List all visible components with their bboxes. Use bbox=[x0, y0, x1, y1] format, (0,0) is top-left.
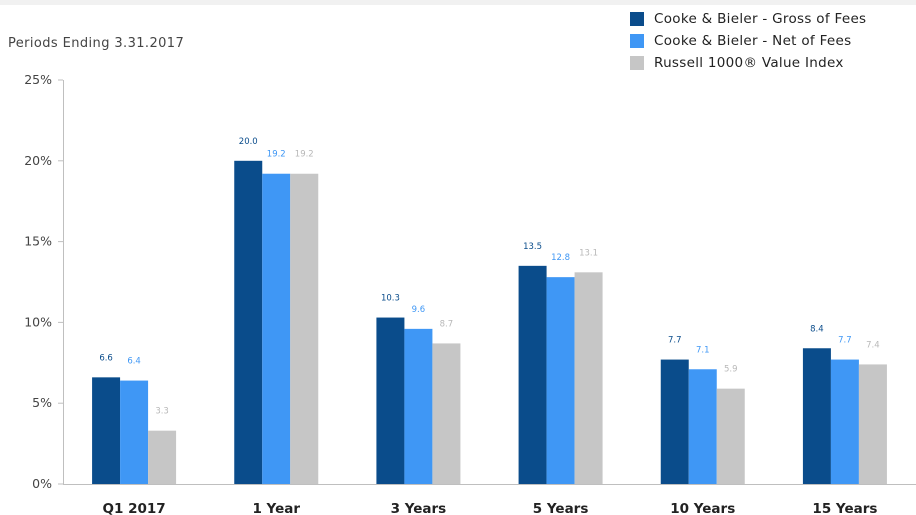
data-label: 13.5 bbox=[523, 242, 542, 252]
x-category-label: 1 Year bbox=[252, 501, 300, 515]
chart-subtitle: Periods Ending 3.31.2017 bbox=[8, 36, 185, 51]
bar bbox=[92, 377, 121, 484]
bar bbox=[234, 160, 263, 485]
x-category-label: 15 Years bbox=[812, 501, 877, 515]
legend-item-net: Cooke & Bieler - Net of Fees bbox=[630, 30, 866, 52]
bar bbox=[432, 343, 461, 484]
data-label: 10.3 bbox=[381, 294, 400, 304]
legend-label-net: Cooke & Bieler - Net of Fees bbox=[654, 33, 852, 49]
data-label: 7.1 bbox=[696, 345, 710, 355]
bar bbox=[262, 173, 291, 484]
data-label: 7.7 bbox=[668, 336, 682, 346]
bar bbox=[546, 277, 575, 484]
bar bbox=[290, 173, 319, 484]
data-label: 13.1 bbox=[579, 248, 598, 258]
x-category-label: 3 Years bbox=[391, 501, 447, 515]
legend-item-gross: Cooke & Bieler - Gross of Fees bbox=[630, 8, 866, 30]
bar bbox=[574, 272, 603, 484]
data-label: 6.6 bbox=[99, 353, 113, 363]
legend-label-gross: Cooke & Bieler - Gross of Fees bbox=[654, 11, 867, 27]
bar bbox=[716, 388, 745, 484]
data-label: 8.7 bbox=[440, 319, 454, 329]
x-category-label: 10 Years bbox=[670, 501, 735, 515]
y-tick-label: 15% bbox=[24, 234, 52, 249]
data-label: 7.4 bbox=[866, 340, 880, 350]
data-label: 5.9 bbox=[724, 365, 738, 375]
data-label: 9.6 bbox=[412, 305, 426, 315]
legend-swatch-net bbox=[630, 34, 644, 48]
bar bbox=[802, 348, 831, 484]
x-category-label: 5 Years bbox=[533, 501, 589, 515]
y-tick-label: 5% bbox=[32, 395, 52, 410]
bar bbox=[404, 328, 433, 484]
bar bbox=[376, 317, 405, 484]
bar bbox=[660, 359, 689, 484]
legend-item-index: Russell 1000® Value Index bbox=[630, 52, 866, 74]
bar bbox=[148, 430, 177, 484]
data-label: 19.2 bbox=[267, 150, 286, 160]
chart-legend: Cooke & Bieler - Gross of Fees Cooke & B… bbox=[630, 8, 866, 74]
data-label: 8.4 bbox=[810, 324, 824, 334]
y-tick-label: 10% bbox=[24, 314, 52, 329]
legend-swatch-gross bbox=[630, 12, 644, 26]
y-tick-label: 0% bbox=[32, 476, 52, 491]
bar bbox=[120, 380, 149, 484]
data-label: 3.3 bbox=[155, 407, 169, 417]
y-tick-label: 25% bbox=[24, 72, 52, 87]
data-label: 20.0 bbox=[239, 137, 258, 147]
data-label: 6.4 bbox=[127, 357, 141, 367]
data-label: 19.2 bbox=[295, 150, 314, 160]
x-category-label: Q1 2017 bbox=[103, 501, 166, 515]
data-label: 7.7 bbox=[838, 336, 852, 346]
legend-label-index: Russell 1000® Value Index bbox=[654, 55, 844, 71]
bar bbox=[518, 265, 547, 484]
y-tick-label: 20% bbox=[24, 153, 52, 168]
bar bbox=[830, 359, 859, 484]
top-rule bbox=[0, 0, 916, 5]
bar bbox=[688, 369, 717, 484]
bar bbox=[858, 364, 887, 484]
legend-swatch-index bbox=[630, 56, 644, 70]
data-label: 12.8 bbox=[551, 253, 570, 263]
